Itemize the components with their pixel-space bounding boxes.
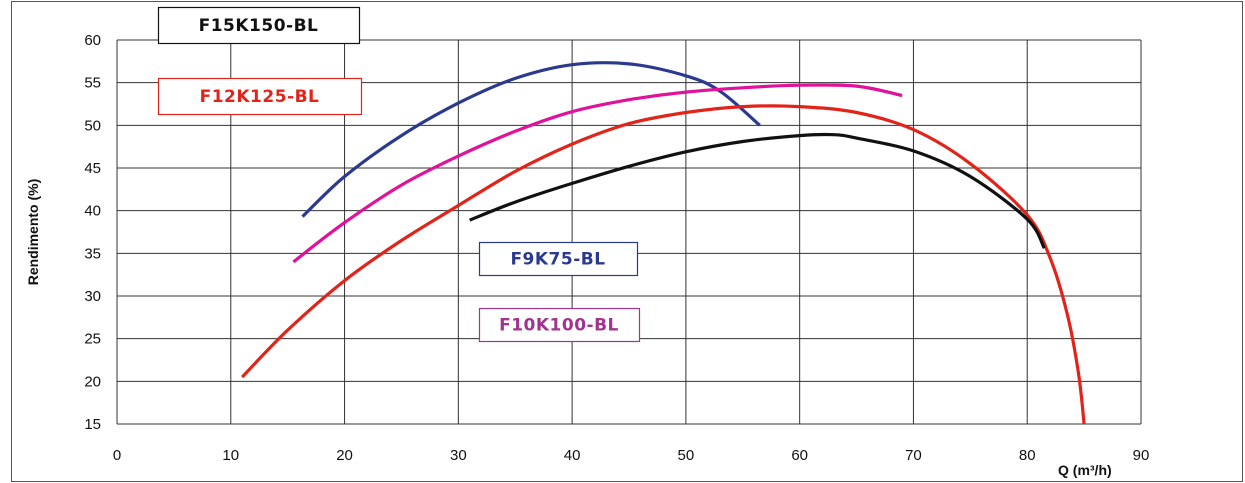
- legend-box: [478, 241, 639, 277]
- x-tick-label: 80: [1019, 447, 1036, 464]
- chart-frame: [11, 1, 1243, 482]
- y-tick-label: 25: [84, 331, 101, 348]
- y-tick-label: 40: [84, 203, 101, 220]
- legend-label-f12k125-bl: F12K125-BL: [157, 77, 363, 116]
- legend-text: F10K100-BL: [499, 316, 619, 336]
- x-tick-label: 60: [791, 447, 808, 464]
- x-tick-label: 50: [678, 447, 695, 464]
- series-layer: [241, 61, 1086, 425]
- x-tick-label: 30: [450, 447, 467, 464]
- x-tick-label: 0: [113, 447, 121, 464]
- y-tick-label: 30: [84, 288, 101, 305]
- y-tick-label: 60: [84, 32, 101, 49]
- y-tick-label: 50: [84, 117, 101, 134]
- y-axis-title: Rendimento (%): [25, 179, 41, 286]
- legend-label-f9k75-bl: F9K75-BL: [478, 241, 639, 277]
- y-tick-label: 45: [84, 160, 101, 177]
- x-tick-label: 10: [222, 447, 239, 464]
- legend-text: F15K150-BL: [199, 16, 319, 36]
- x-tick-label: 70: [905, 447, 922, 464]
- legend-box: [157, 77, 363, 116]
- legend-label-f15k150-bl: F15K150-BL: [157, 6, 361, 45]
- series-line-f9k75-bl: [301, 61, 761, 218]
- legend-box: [157, 6, 361, 45]
- y-tick-label: 35: [84, 245, 101, 262]
- x-axis-title: Q (m³/h): [1058, 462, 1112, 478]
- x-tick-label: 20: [336, 447, 353, 464]
- x-tick-label: 40: [564, 447, 581, 464]
- x-tick-label: 90: [1133, 447, 1150, 464]
- series-line-f10k100-bl: [292, 83, 903, 264]
- tick-labels: 0 10 20 30 40 50 60 70 80 90 15 20 25 30 35 40 45 50 55 60: [84, 32, 1149, 464]
- legend-text: F9K75-BL: [510, 250, 605, 270]
- legend-label-f10k100-bl: F10K100-BL: [478, 307, 641, 343]
- legend-text: F12K125-BL: [200, 87, 320, 107]
- y-tick-label: 20: [84, 373, 101, 390]
- series-line-f12k125-bl: [241, 104, 1086, 425]
- y-tick-label: 55: [84, 75, 101, 92]
- y-tick-label: 15: [84, 416, 101, 433]
- legend: F15K150-BL F12K125-BL F9K75-BL F10K100-BL: [157, 6, 641, 343]
- legend-box: [478, 307, 641, 343]
- series-line-f15k150-bl: [469, 132, 1046, 250]
